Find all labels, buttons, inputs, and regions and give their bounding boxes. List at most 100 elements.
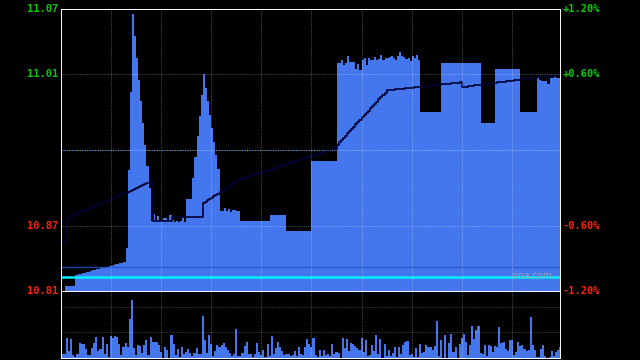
Bar: [114, 336, 116, 358]
Bar: [482, 354, 484, 358]
Bar: [381, 357, 383, 358]
Bar: [173, 343, 175, 358]
Bar: [500, 343, 502, 358]
Bar: [277, 342, 279, 358]
Bar: [358, 350, 360, 358]
Bar: [371, 345, 373, 358]
Bar: [396, 357, 398, 358]
Bar: [536, 357, 538, 358]
Bar: [317, 357, 319, 358]
Text: 10.87: 10.87: [27, 221, 58, 231]
Bar: [68, 351, 70, 358]
Bar: [104, 354, 106, 358]
Bar: [170, 334, 173, 358]
Bar: [479, 353, 482, 358]
Bar: [118, 343, 120, 358]
Bar: [300, 354, 302, 358]
Bar: [294, 351, 296, 358]
Bar: [319, 350, 321, 358]
Bar: [490, 346, 492, 358]
Bar: [302, 355, 304, 358]
Bar: [187, 349, 189, 358]
Bar: [79, 343, 81, 358]
Bar: [183, 354, 185, 358]
Bar: [239, 356, 241, 358]
Bar: [231, 356, 233, 358]
Bar: [122, 347, 125, 358]
Bar: [139, 346, 141, 358]
Bar: [476, 330, 477, 358]
Bar: [306, 339, 308, 358]
Bar: [106, 344, 108, 358]
Bar: [385, 356, 388, 358]
Bar: [145, 341, 147, 358]
Bar: [411, 354, 413, 358]
Bar: [524, 349, 525, 358]
Bar: [348, 351, 350, 358]
Bar: [333, 354, 335, 358]
Bar: [352, 344, 355, 358]
Bar: [327, 354, 329, 358]
Bar: [83, 344, 85, 358]
Bar: [99, 349, 102, 358]
Bar: [141, 353, 143, 358]
Bar: [530, 317, 532, 358]
Text: +0.60%: +0.60%: [563, 69, 600, 79]
Bar: [116, 337, 118, 358]
Bar: [434, 346, 436, 358]
Text: -1.20%: -1.20%: [563, 286, 600, 296]
Bar: [421, 353, 423, 358]
Bar: [550, 351, 553, 358]
Bar: [102, 337, 104, 358]
Bar: [258, 352, 260, 358]
Bar: [555, 352, 557, 358]
Bar: [76, 354, 79, 358]
Bar: [440, 340, 442, 358]
Bar: [452, 352, 454, 358]
Bar: [279, 347, 281, 358]
Bar: [484, 345, 486, 358]
Bar: [342, 338, 344, 358]
Bar: [229, 353, 231, 358]
Bar: [417, 357, 419, 358]
Text: -0.60%: -0.60%: [563, 221, 600, 231]
Bar: [289, 356, 292, 358]
Bar: [256, 343, 258, 358]
Bar: [517, 342, 519, 358]
Bar: [81, 343, 83, 358]
Bar: [150, 337, 152, 358]
Text: sina.com: sina.com: [512, 271, 552, 280]
Bar: [507, 351, 509, 358]
Bar: [356, 348, 358, 358]
Bar: [210, 345, 212, 358]
Bar: [85, 350, 87, 358]
Bar: [74, 357, 76, 358]
Bar: [281, 351, 284, 358]
Bar: [64, 355, 66, 358]
Bar: [388, 350, 390, 358]
Bar: [260, 355, 262, 358]
Bar: [375, 336, 377, 358]
Bar: [214, 351, 216, 358]
Bar: [315, 355, 317, 358]
Bar: [179, 356, 181, 358]
Bar: [129, 319, 131, 358]
Bar: [112, 338, 114, 358]
Bar: [137, 345, 139, 358]
Bar: [225, 347, 227, 358]
Bar: [540, 349, 542, 358]
Bar: [346, 339, 348, 358]
Bar: [406, 341, 408, 358]
Bar: [423, 352, 425, 358]
Bar: [404, 342, 406, 358]
Bar: [545, 356, 547, 358]
Bar: [202, 316, 204, 358]
Bar: [365, 340, 367, 358]
Bar: [340, 357, 342, 358]
Bar: [350, 343, 352, 358]
Bar: [380, 339, 381, 358]
Bar: [398, 347, 400, 358]
Bar: [216, 345, 218, 358]
Bar: [469, 345, 471, 358]
Bar: [60, 350, 62, 358]
